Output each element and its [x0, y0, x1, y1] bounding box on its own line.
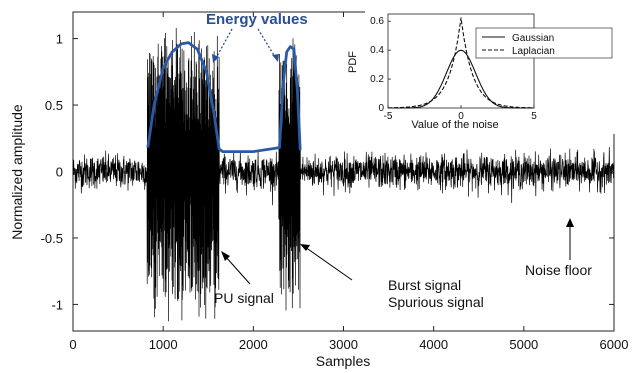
inset-y-tick-label: 0: [378, 103, 384, 114]
noise-floor-annotation: Noise floor: [525, 262, 592, 278]
energy-arrowheads: [212, 54, 279, 63]
gaussian-curve: [388, 49, 534, 109]
inset-pdf-plot: -5 0 5 00.20.40.6 Value of the noise PDF G…: [347, 6, 627, 134]
x-tick-label: 6000: [600, 337, 629, 352]
x-tick-label: 2000: [239, 337, 268, 352]
inset-x-ticks: -5 0 5: [384, 105, 537, 122]
energy-annotation-arrows: [215, 28, 276, 59]
inset-y-tick-label: 0.4: [370, 45, 384, 56]
y-tick-label: -0.5: [41, 231, 63, 246]
x-tick-label: 3000: [329, 337, 358, 352]
y-axis-label: Normalized amplitude: [9, 104, 25, 240]
inset-x-tick-label: 5: [531, 111, 537, 122]
y-tick-label: 1: [56, 32, 63, 47]
x-axis-ticks: 0 1000 2000 3000 4000 5000 6000: [69, 12, 628, 352]
pu-signal-arrow-line: [224, 255, 251, 285]
pu-signal-arrowhead: [221, 251, 230, 261]
burst-signal-arrowhead: [300, 244, 310, 251]
inset-pdf-curves: [388, 17, 534, 109]
burst-signal-annotation: Burst signal: [388, 277, 461, 293]
inset-x-axis-label: Value of the noise: [411, 119, 498, 131]
inset-x-tick-label: 0: [458, 111, 464, 122]
inset-legend-box: [475, 27, 613, 59]
y-tick-label: 0: [56, 165, 63, 180]
noise-floor-arrowhead: [566, 218, 574, 227]
burst-signal-arrow-line: [304, 246, 353, 281]
inset-y-ticks: 0 0.2 0.4 0.6: [370, 16, 391, 114]
y-tick-label: 0.5: [45, 98, 63, 113]
y-axis-ticks: 1 0.5 0 -0.5 -1: [41, 32, 614, 312]
pu-signal-annotation: PU signal: [214, 290, 274, 306]
inset-y-tick-label: 0.6: [370, 16, 384, 27]
inset-y-tick-label: 0.2: [370, 74, 384, 85]
x-tick-label: 4000: [419, 337, 448, 352]
energy-values-annotation: Energy values: [206, 11, 308, 28]
laplacian-curve: [388, 17, 534, 109]
energy-curve: [146, 41, 302, 153]
legend-gaussian-label: Gaussian: [512, 33, 554, 44]
x-axis-label: Samples: [316, 353, 370, 369]
energy-line: [146, 41, 302, 153]
inset-legend: Gaussian Laplacian: [475, 27, 613, 59]
x-tick-label: 5000: [509, 337, 538, 352]
inset-y-axis-label: PDF: [347, 51, 359, 73]
spurious-signal-annotation: Spurious signal: [388, 294, 484, 310]
legend-laplacian-label: Laplacian: [512, 46, 555, 57]
inset-x-tick-label: -5: [384, 111, 393, 122]
y-tick-label: -1: [51, 297, 63, 312]
x-tick-label: 1000: [149, 337, 178, 352]
x-tick-label: 0: [69, 337, 76, 352]
